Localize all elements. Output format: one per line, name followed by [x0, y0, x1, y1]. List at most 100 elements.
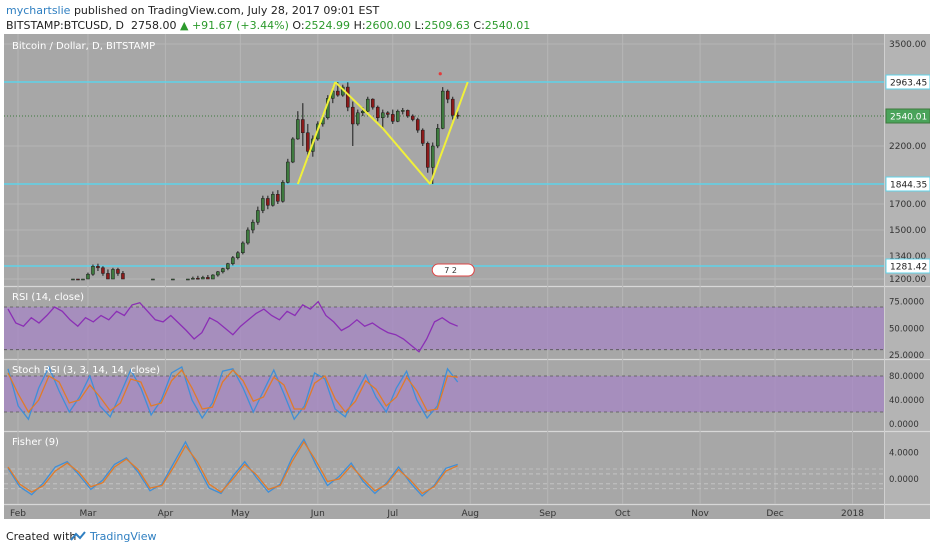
candle-body [151, 278, 155, 281]
candle-body [111, 269, 115, 280]
price-label-text: 2540.01 [890, 113, 927, 123]
candle-body [406, 110, 410, 117]
candle-body [411, 115, 415, 120]
last-price: 2758.00 [130, 19, 177, 32]
candle-body [281, 182, 285, 202]
stoch-title: Stoch RSI (3, 3, 14, 14, close) [12, 365, 160, 376]
open-value: 2524.99 [304, 19, 351, 32]
x-axis-label: Jun [310, 509, 325, 519]
candle-body [430, 145, 435, 168]
candle-body [101, 267, 105, 274]
price-label-text: 2963.45 [890, 79, 927, 89]
rsi-title: RSI (14, close) [12, 292, 84, 303]
fisher-pane [4, 432, 884, 504]
tradingview-link[interactable]: TradingView [70, 530, 156, 543]
candle-body [251, 221, 255, 231]
close-value: 2540.01 [484, 19, 531, 32]
candle-body [191, 277, 195, 280]
created-with-text: Created with [6, 530, 77, 543]
candle-body [261, 198, 265, 211]
chart-canvas[interactable]: 3500.00 2200.00 1700.00 1500.00 1340.00 1200.… [4, 34, 931, 519]
pattern-line [296, 81, 337, 185]
stoch-tick-label: 40.0000 [889, 396, 924, 406]
candle-body [171, 278, 175, 281]
publish-line: mychartslie published on TradingView.com… [6, 4, 379, 17]
candle-body [231, 257, 235, 264]
price-label-text: 1844.35 [890, 181, 927, 191]
price-tick-label: 1340.00 [889, 252, 926, 262]
candle-body [221, 268, 225, 273]
x-axis-label: Apr [158, 509, 174, 519]
symbol: BITSTAMP:BTCUSD, D [6, 19, 124, 32]
candle-body [381, 112, 385, 119]
candle-body [246, 229, 250, 244]
candle-body [116, 269, 120, 274]
price-tick-label: 1700.00 [889, 200, 926, 210]
candle-body [286, 161, 290, 183]
candle-body [376, 106, 380, 119]
candle-body [346, 86, 350, 108]
candle-body [296, 119, 300, 140]
rsi-band [4, 307, 884, 350]
candle-body [450, 98, 455, 116]
pattern-line [382, 127, 432, 185]
candle-body [226, 263, 230, 269]
high-label: H: [353, 19, 366, 32]
x-axis-label: Sep [539, 509, 556, 519]
candle-body [121, 273, 125, 280]
rsi-tick-label: 25.0000 [889, 351, 924, 361]
candle-body [81, 278, 85, 281]
candle-body [201, 277, 205, 280]
close-label: C: [473, 19, 485, 32]
candle-body [356, 112, 360, 125]
price-pane [4, 34, 884, 286]
stoch-tick-label: 80.0000 [889, 372, 924, 382]
price-label-text: 1281.42 [890, 263, 927, 273]
candle-body [206, 277, 210, 280]
pattern-line [334, 81, 384, 130]
stoch-tick-label: 0.0000 [889, 420, 919, 430]
candle-body [256, 210, 260, 223]
candle-body [435, 128, 440, 147]
candle-body [76, 278, 80, 281]
chart-header: mychartslie published on TradingView.com… [0, 0, 932, 34]
x-axis-label: May [231, 509, 250, 519]
candle-body [211, 274, 215, 280]
rsi-tick-label: 50.0000 [889, 324, 924, 334]
candle-body [366, 98, 370, 112]
candle-body [371, 98, 375, 108]
x-axis-label: Jul [386, 509, 398, 519]
high-marker [438, 72, 442, 76]
candle-body [271, 194, 275, 206]
x-axis-label: Aug [461, 509, 479, 519]
fisher-tick-label: 4.0000 [889, 448, 919, 458]
author-link[interactable]: mychartslie [6, 4, 71, 17]
low-label: L: [414, 19, 425, 32]
candle-body [291, 138, 295, 163]
price-tick-label: 1500.00 [889, 226, 926, 236]
candle-body [351, 106, 355, 125]
published-text: published on TradingView.com, July 28, 2… [73, 4, 380, 17]
news-badge-text: 7 2 [444, 266, 457, 275]
candle-body [96, 265, 100, 269]
stoch-k-line [7, 365, 459, 421]
candle-body [386, 112, 390, 115]
candle-body [361, 110, 365, 114]
candle-body [71, 278, 75, 281]
x-axis-label: 2018 [841, 509, 864, 519]
candle-body [336, 90, 340, 96]
x-axis-label: Dec [766, 509, 783, 519]
chart-frame[interactable]: 3500.00 2200.00 1700.00 1500.00 1340.00 1200.… [4, 34, 931, 519]
price-tick-label: 3500.00 [889, 40, 926, 50]
price-change: ▲ +91.67 (+3.44%) [179, 19, 289, 32]
candle-body [276, 194, 280, 202]
candle-body [416, 119, 420, 131]
news-badge [431, 263, 475, 277]
x-axis-label: Nov [691, 509, 709, 519]
candle-body [426, 143, 430, 168]
low-value: 2509.63 [424, 19, 470, 32]
rsi-line [7, 300, 458, 353]
high-value: 2600.00 [365, 19, 412, 32]
tradingview-brand: TradingView [90, 530, 157, 543]
candle-body [301, 119, 305, 134]
